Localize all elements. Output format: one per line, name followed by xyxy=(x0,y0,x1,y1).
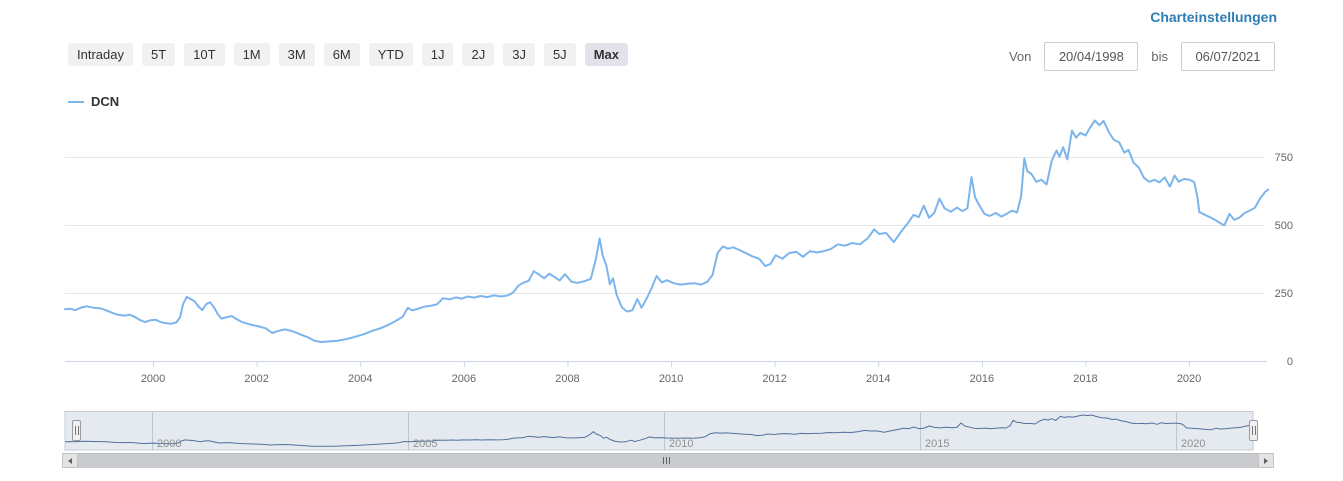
y-axis-label: 250 xyxy=(1275,288,1293,300)
range-button-2j[interactable]: 2J xyxy=(462,43,495,66)
scrollbar-thumb[interactable] xyxy=(78,453,1258,468)
x-axis-label: 2002 xyxy=(244,373,268,385)
x-axis-label: 2020 xyxy=(1177,373,1201,385)
x-axis-label: 2006 xyxy=(452,373,476,385)
x-axis-label: 2010 xyxy=(659,373,683,385)
left-triangle-icon xyxy=(68,457,72,464)
scrollbar-grip-icon[interactable] xyxy=(663,457,670,464)
range-buttons: Intraday 5T 10T 1M 3M 6M YTD 1J 2J 3J 5J Max xyxy=(68,43,628,66)
x-axis-label: 2008 xyxy=(555,373,579,385)
range-button-max[interactable]: Max xyxy=(584,43,628,66)
navigator-label: 2005 xyxy=(413,438,437,450)
range-button-10t[interactable]: 10T xyxy=(184,43,225,66)
navigator-right-handle[interactable] xyxy=(1249,420,1258,441)
range-button-5t[interactable]: 5T xyxy=(141,43,176,66)
range-button-6m[interactable]: 6M xyxy=(323,43,360,66)
chart-settings-link[interactable]: Charteinstellungen xyxy=(1150,9,1277,25)
x-axis-label: 2018 xyxy=(1073,373,1097,385)
navigator-label: 2015 xyxy=(925,438,949,450)
from-date-input[interactable] xyxy=(1044,42,1139,71)
scrollbar-right-arrow-icon[interactable] xyxy=(1258,453,1274,468)
range-button-intraday[interactable]: Intraday xyxy=(68,43,133,66)
y-axis-label: 500 xyxy=(1275,220,1293,232)
navigator-line xyxy=(64,414,1255,447)
range-button-3m[interactable]: 3M xyxy=(278,43,315,66)
range-button-1m[interactable]: 1M xyxy=(233,43,270,66)
x-axis-label: 2012 xyxy=(762,373,786,385)
range-button-1j[interactable]: 1J xyxy=(421,43,454,66)
to-date-input[interactable] xyxy=(1181,42,1275,71)
navigator-label: 2000 xyxy=(157,438,181,450)
y-axis-label: 0 xyxy=(1287,356,1293,368)
x-axis-label: 2000 xyxy=(141,373,165,385)
right-triangle-icon xyxy=(1264,457,1268,464)
scrollbar-left-arrow-icon[interactable] xyxy=(62,453,78,468)
y-axis-label: 750 xyxy=(1275,152,1293,164)
legend: DCN xyxy=(68,94,119,109)
navigator-area[interactable] xyxy=(64,411,1254,451)
price-line xyxy=(64,119,1270,343)
x-axis-label: 2014 xyxy=(866,373,890,385)
series-line-marker xyxy=(68,100,84,103)
to-label: bis xyxy=(1151,49,1168,64)
navigator-label: 2020 xyxy=(1181,438,1205,450)
navigator-label: 2010 xyxy=(669,438,693,450)
range-button-ytd[interactable]: YTD xyxy=(368,43,413,66)
legend-series-label: DCN xyxy=(91,94,120,109)
x-axis-label: 2004 xyxy=(348,373,372,385)
navigator-left-handle[interactable] xyxy=(72,420,81,441)
date-range-controls: Von bis xyxy=(1009,42,1275,71)
from-label: Von xyxy=(1008,49,1032,64)
range-button-5j[interactable]: 5J xyxy=(543,43,576,66)
x-axis-label: 2016 xyxy=(970,373,994,385)
range-button-3j[interactable]: 3J xyxy=(503,43,535,66)
